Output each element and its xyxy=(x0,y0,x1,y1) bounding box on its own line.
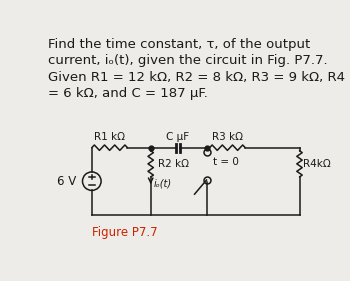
Text: t = 0: t = 0 xyxy=(213,157,239,167)
Text: Find the time constant, τ, of the output
current, iₒ(t), given the circuit in Fi: Find the time constant, τ, of the output… xyxy=(48,38,345,100)
Text: C μF: C μF xyxy=(166,132,189,142)
Text: R2 kΩ: R2 kΩ xyxy=(158,159,189,169)
Text: 6 V: 6 V xyxy=(57,175,76,188)
Text: R3 kΩ: R3 kΩ xyxy=(212,132,243,142)
Text: R1 kΩ: R1 kΩ xyxy=(94,132,125,142)
Text: Figure P7.7: Figure P7.7 xyxy=(92,226,158,239)
Text: iₒ(t): iₒ(t) xyxy=(154,179,172,189)
Text: R4kΩ: R4kΩ xyxy=(303,159,331,169)
